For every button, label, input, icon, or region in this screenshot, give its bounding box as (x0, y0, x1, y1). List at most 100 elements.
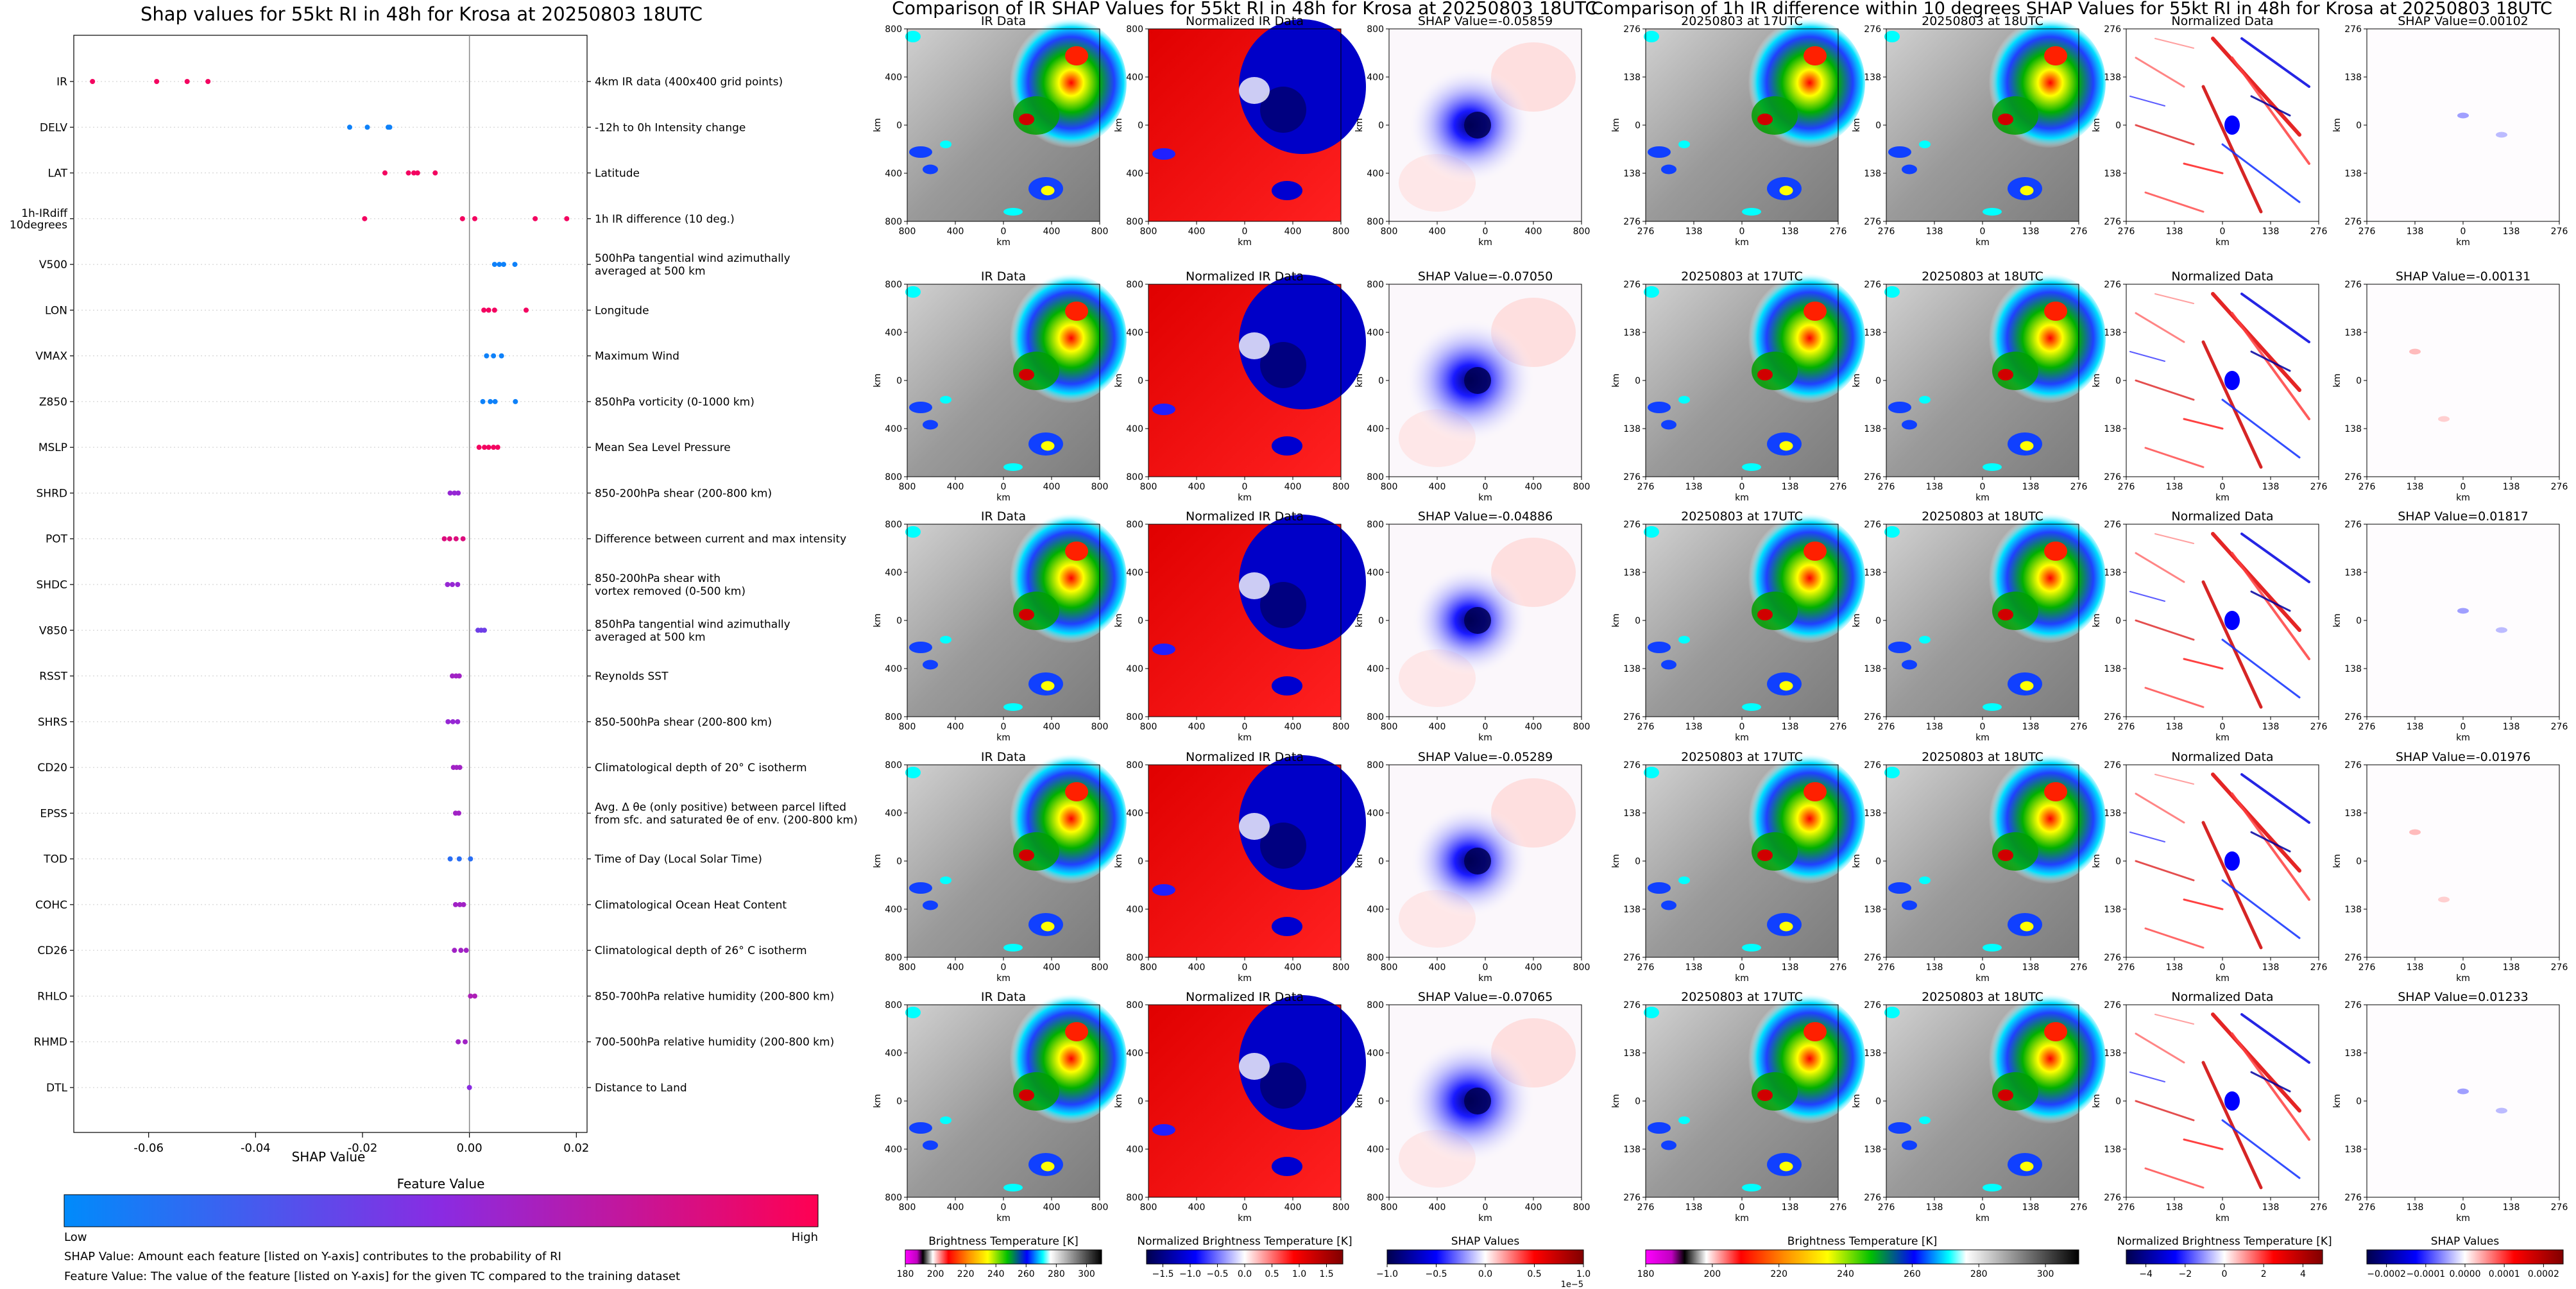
colorbar (2366, 1249, 2564, 1265)
feature-name-label: LAT (47, 167, 67, 180)
panel-title-17utc: 20250803 at 17UTC (1681, 509, 1803, 524)
shap-point (486, 445, 491, 450)
panel-x-tick-label: 400 (1525, 1202, 1542, 1213)
shap-point (564, 216, 570, 221)
shap-point (453, 901, 458, 907)
panel-x-tick-label: 138 (2022, 722, 2040, 732)
panel-x-tick-label: 800 (1140, 226, 1157, 237)
shap-point (491, 307, 497, 313)
shap-point (468, 993, 473, 999)
panel-x-tick-label: 276 (1878, 482, 1895, 492)
colorbar (905, 1249, 1102, 1265)
shap-point (364, 124, 370, 130)
panel-x-tick-label: 400 (1429, 722, 1446, 732)
panel-x-tick-label: 800 (1573, 962, 1591, 973)
panel-x-tick-label: 800 (899, 962, 916, 973)
panel-x-tick-label: 800 (899, 482, 916, 492)
panel-y-axis-label: km (1852, 1094, 1862, 1108)
panel-y-tick-label: 400 (1126, 905, 1143, 915)
panel-x-tick-label: 276 (2551, 482, 2568, 492)
panel-y-tick-label: 138 (2104, 328, 2121, 338)
panel-x-tick-label: 138 (2166, 482, 2183, 492)
panel-x-tick-label: 276 (2118, 482, 2135, 492)
panel-y-tick-label: 800 (1126, 24, 1143, 35)
panel-y-tick-label: 400 (1126, 1048, 1143, 1059)
panel-x-tick-label: 0 (1001, 482, 1007, 492)
ir-panel-row: IR Data80080040040000400400800800kmkmNor… (873, 509, 1590, 743)
panel-y-tick-label: 138 (1623, 1048, 1641, 1059)
colorbar-tick-label: 220 (957, 1269, 975, 1279)
panel-y-tick-label: 800 (885, 280, 902, 290)
panel-y-tick-label: 800 (885, 24, 902, 35)
ir-panel-row: IR Data80080040040000400400800800kmkmNor… (873, 990, 1590, 1224)
panel-x-tick-label: 276 (1830, 1202, 1847, 1213)
panel-y-tick-label: 276 (1864, 472, 1881, 482)
colorbar-tick-label: 0.0 (1238, 1269, 1252, 1279)
irdiff-panel-row: 20250803 at 17UTC27627613813800138138276… (1611, 269, 2568, 503)
panel-y-tick-label: 0 (1875, 857, 1881, 867)
panel-y-tick-label: 800 (885, 217, 902, 227)
panel-y-tick-label: 800 (1126, 1000, 1143, 1011)
panel-y-tick-label: 400 (885, 808, 902, 819)
panel-x-tick-label: 276 (2310, 722, 2328, 732)
panel-y-axis-label: km (1114, 1094, 1124, 1108)
shap-point (480, 398, 486, 404)
panel-y-tick-label: 138 (2104, 905, 2121, 915)
panel-y-tick-label: 800 (885, 712, 902, 722)
x-tick-label: -0.02 (348, 1141, 378, 1155)
irdiff-panel-row: 20250803 at 17UTC27627613813800138138276… (1611, 990, 2568, 1224)
panel-title-normalized-ir: Normalized IR Data (1186, 750, 1304, 764)
shap-point (457, 901, 463, 907)
panel-title-18utc: 20250803 at 18UTC (1922, 509, 2043, 524)
panel-x-tick-label: 276 (2070, 962, 2088, 973)
panel-x-tick-label: 800 (1140, 962, 1157, 973)
panel-y-tick-label: 276 (2344, 217, 2362, 227)
panel-y-tick-label: 400 (1367, 328, 1384, 338)
panel-title-shap-value: SHAP Value=-0.05289 (1418, 750, 1553, 764)
panel-y-tick-label: 800 (1367, 953, 1384, 963)
panel-y-tick-label: 276 (1864, 953, 1881, 963)
colorbar-tick-label: 240 (1837, 1269, 1854, 1279)
panel-y-tick-label: 800 (885, 1193, 902, 1203)
panel-title-shap-value: SHAP Value=-0.01976 (2396, 750, 2530, 764)
panel-x-axis-label: km (996, 973, 1011, 984)
panel-y-tick-label: 0 (1378, 857, 1384, 867)
panel-x-tick-label: 0 (1980, 482, 1986, 492)
panel-x-tick-label: 138 (1685, 1202, 1703, 1213)
shap-point (524, 307, 529, 313)
panel-y-tick-label: 0 (1875, 616, 1881, 626)
panel-x-tick-label: 138 (2022, 482, 2040, 492)
panel-x-axis-label: km (996, 237, 1011, 248)
panel-x-tick-label: 276 (1830, 226, 1847, 237)
panel-x-tick-label: 800 (1381, 962, 1398, 973)
panel-x-tick-label: 138 (2262, 1202, 2280, 1213)
panel-x-axis-label: km (2215, 493, 2230, 503)
panel-title-ir-data: IR Data (981, 14, 1026, 28)
panel-x-tick-label: 138 (2503, 962, 2520, 973)
colorbar-label: Brightness Temperature [K] (928, 1235, 1078, 1248)
feature-description-label: Difference between current and max inten… (595, 533, 846, 546)
panel-y-tick-label: 276 (2344, 280, 2362, 290)
feature-name-label: TOD (43, 853, 67, 866)
panel-x-tick-label: 400 (1284, 1202, 1302, 1213)
panel-x-tick-label: 400 (947, 722, 964, 732)
panel-x-tick-label: 276 (2551, 226, 2568, 237)
panel-y-tick-label: 276 (1623, 280, 1641, 290)
panel-x-tick-label: 138 (2166, 1202, 2183, 1213)
panel-y-tick-label: 138 (1864, 328, 1881, 338)
shap-point (476, 445, 482, 450)
panel-x-axis-label: km (2456, 493, 2470, 503)
panel-x-tick-label: 276 (1637, 226, 1655, 237)
panel-x-tick-label: 138 (1782, 226, 1799, 237)
panel-x-tick-label: 276 (2310, 482, 2328, 492)
panel-y-tick-label: 276 (2104, 217, 2121, 227)
shap-point (205, 79, 211, 84)
panel-y-tick-label: 800 (1126, 712, 1143, 722)
feature-name-label: RSST (39, 670, 67, 683)
colorbar-tick-label: 0.0000 (2450, 1269, 2481, 1279)
panel-y-tick-label: 0 (896, 616, 902, 626)
panel-x-tick-label: 0 (2461, 482, 2466, 492)
panel-x-tick-label: 276 (1637, 1202, 1655, 1213)
x-tick-label: -0.06 (133, 1141, 164, 1155)
panel-x-tick-label: 0 (1483, 962, 1488, 973)
